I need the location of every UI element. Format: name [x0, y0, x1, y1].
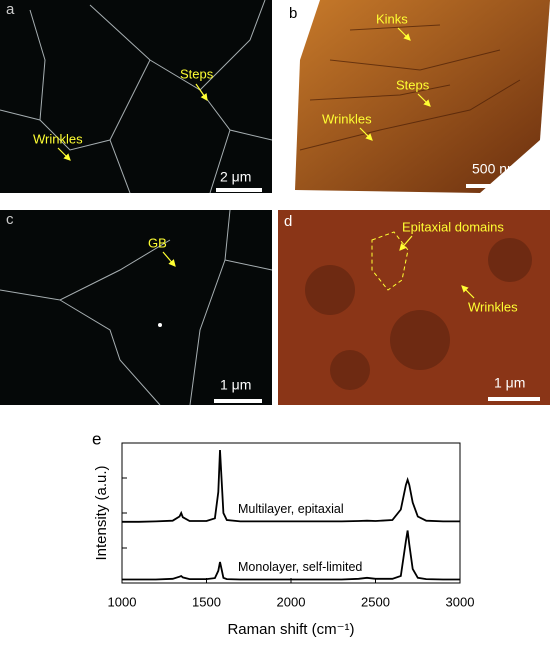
x-axis-label: Raman shift (cm⁻¹) — [227, 621, 354, 638]
arrow — [399, 235, 413, 251]
scale-bar-label: 2 μm — [220, 169, 251, 185]
arrow — [57, 147, 71, 161]
panel-label: d — [284, 213, 292, 230]
arrow — [359, 127, 373, 141]
annotation: GB — [148, 235, 167, 250]
scale-bar-label: 500 nm — [472, 161, 519, 177]
panel-label: e — [92, 429, 101, 448]
arrow — [195, 83, 208, 101]
panel-c: c GB 1 μm — [0, 209, 273, 406]
annotation: Steps — [396, 77, 430, 92]
arrow — [461, 285, 475, 299]
annotation: Epitaxial domains — [402, 219, 504, 234]
x-tick-label: 1000 — [108, 594, 137, 609]
spectrum — [122, 530, 460, 581]
panel-label: b — [289, 5, 297, 22]
features — [305, 238, 532, 390]
annotation: Wrinkles — [468, 299, 518, 314]
annotation: Wrinkles — [322, 111, 372, 126]
panel-a: a Steps Wrinkles 2 μm — [0, 0, 273, 194]
panel-d: d Epitaxial domains Wrinkles 1 μm — [278, 210, 550, 405]
series-label: Multilayer, epitaxial — [238, 502, 344, 516]
annotation: Kinks — [376, 11, 408, 26]
series-label: Monolayer, self-limited — [238, 560, 362, 574]
x-tick-label: 1500 — [192, 594, 221, 609]
domain-outline — [371, 231, 409, 291]
x-tick-label: 2000 — [277, 594, 306, 609]
features — [0, 209, 273, 406]
annotation: Steps — [180, 66, 214, 81]
y-axis-label: Intensity (a.u.) — [93, 465, 110, 560]
panel-label: c — [6, 211, 14, 228]
arrow — [162, 251, 176, 267]
micrograph — [0, 0, 272, 193]
spectrum — [122, 449, 460, 523]
scale-bar-label: 1 μm — [220, 377, 251, 393]
arrow — [417, 93, 431, 107]
arrow — [397, 27, 411, 41]
scale-bar-label: 1 μm — [494, 375, 525, 391]
panel-label: a — [6, 1, 15, 18]
x-tick-label: 2500 — [361, 594, 390, 609]
panel-b: b Kinks Steps Wrinkles 500 nm — [289, 0, 550, 193]
annotation: Wrinkles — [33, 131, 83, 146]
particle — [158, 323, 162, 327]
features — [299, 24, 521, 151]
afm-surface — [295, 0, 550, 193]
chart: e Raman shift (cm⁻¹) Intensity (a.u.) 10… — [92, 429, 474, 637]
features — [0, 0, 273, 194]
x-tick-label: 3000 — [446, 594, 475, 609]
